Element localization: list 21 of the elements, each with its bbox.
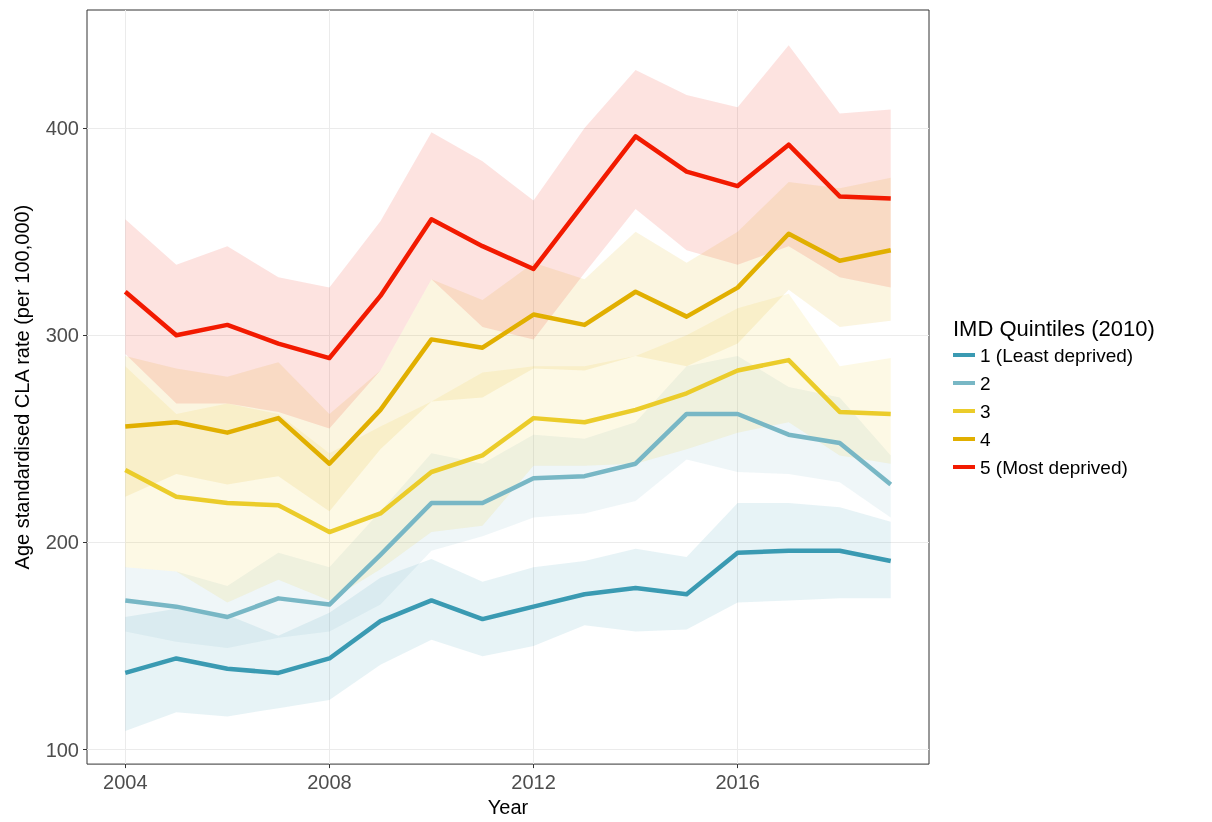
y-axis-title: Age standardised CLA rate (per 100,000) [11, 204, 33, 570]
legend-label: 3 [980, 400, 991, 422]
x-tick-label: 2008 [307, 771, 352, 794]
y-tick-label: 400 [45, 117, 79, 140]
line-series [123, 357, 893, 535]
line-series [123, 134, 893, 361]
legend-label: 4 [980, 428, 991, 450]
legend-label: 2 [980, 372, 991, 394]
x-tick-label: 2004 [103, 771, 148, 794]
y-tick-label: 200 [45, 531, 79, 554]
legend-label: 5 (Most deprived) [980, 456, 1128, 478]
line-series [123, 231, 893, 466]
y-tick-label: 300 [45, 324, 79, 347]
line-series [123, 411, 893, 620]
x-tick-label: 2016 [715, 771, 760, 794]
x-axis-title: Year [487, 796, 529, 818]
legend-title: IMD Quintiles (2010) [953, 315, 1155, 341]
legend-label: 1 (Least deprived) [980, 344, 1134, 366]
y-tick-label: 100 [45, 738, 79, 761]
line-series [123, 548, 893, 676]
x-tick-label: 2012 [511, 771, 556, 794]
